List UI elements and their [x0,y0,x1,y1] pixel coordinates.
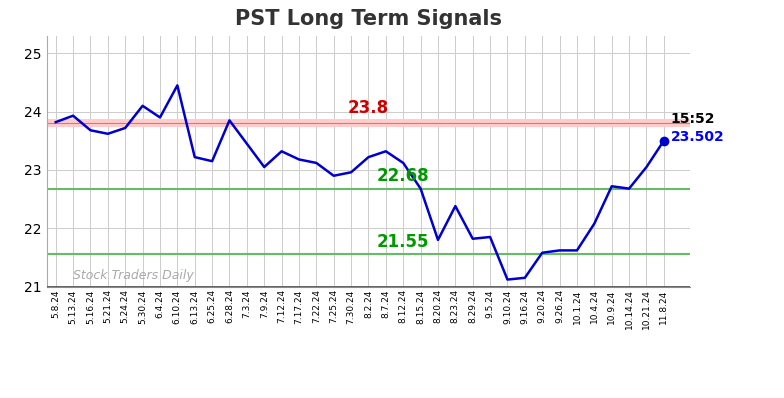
Text: 21.55: 21.55 [377,233,430,251]
Title: PST Long Term Signals: PST Long Term Signals [235,9,502,29]
Text: 23.502: 23.502 [671,130,724,144]
Text: Stock Traders Daily: Stock Traders Daily [73,269,194,282]
Text: 23.8: 23.8 [348,100,389,117]
Text: 15:52: 15:52 [671,111,715,125]
Text: 22.68: 22.68 [377,167,430,185]
Bar [47,119,690,127]
